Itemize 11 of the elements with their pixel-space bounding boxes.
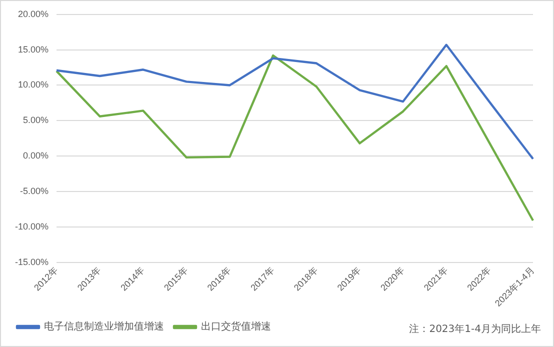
y-tick-label: 5.00% [22,115,49,126]
y-tick-label: -10.00% [14,221,49,232]
legend-label: 出口交货值增速 [201,320,271,333]
y-tick-label: 0.00% [22,150,49,161]
y-tick-label: 20.00% [18,8,49,19]
y-tick-label: 10.00% [18,80,49,90]
y-tick-label: -5.00% [20,186,49,196]
text: 注：2023年1-4月为同比上年 [409,322,541,336]
y-tick-label: -15.00% [14,256,49,267]
y-tick-label: 15.00% [18,44,49,54]
legend-label: 电子信息制造业增加值增速 [44,320,164,333]
